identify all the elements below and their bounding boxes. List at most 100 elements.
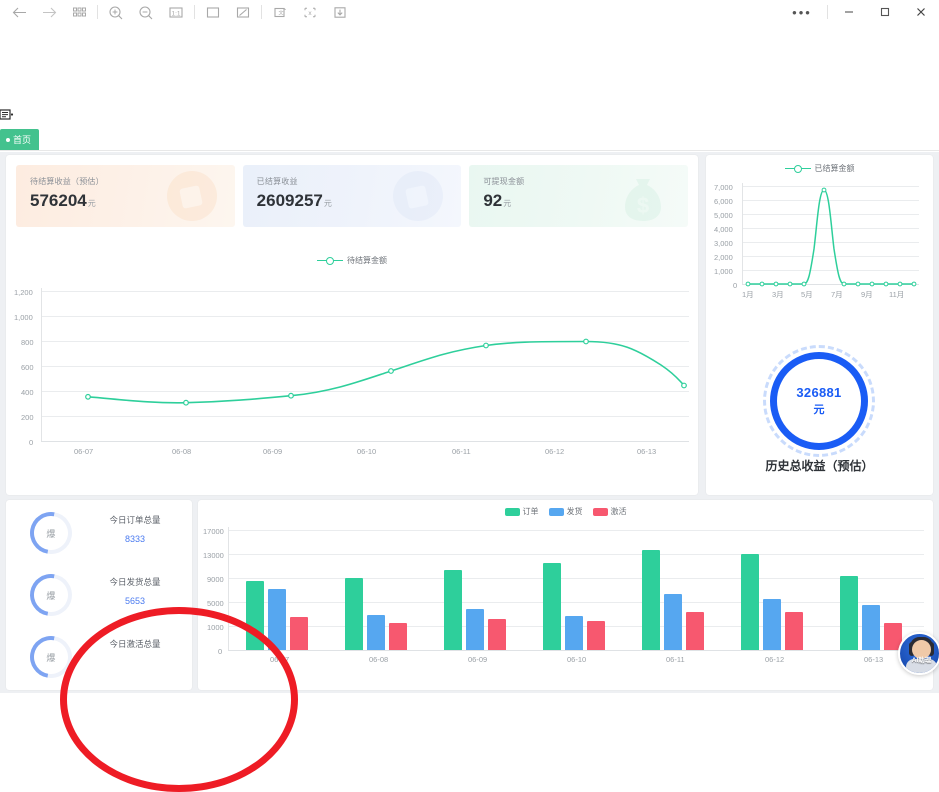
bar-activations[interactable]: [488, 618, 506, 650]
bar-activations[interactable]: [686, 611, 704, 650]
bar-shipments[interactable]: [763, 599, 781, 650]
progress-ring-shipments: 爆: [21, 565, 81, 625]
download-icon[interactable]: [325, 1, 355, 23]
bar-shipments[interactable]: [664, 594, 682, 650]
gridline: [228, 554, 924, 555]
toolbar-divider: [97, 5, 98, 19]
y-tick: 5,000: [714, 211, 733, 220]
forward-arrow-icon[interactable]: [34, 1, 64, 23]
window-icon[interactable]: [198, 1, 228, 23]
avatar-body: [906, 659, 937, 673]
gridline: [228, 602, 924, 603]
ai-assistant-label: AI助理: [911, 657, 932, 664]
y-tick: 600: [21, 363, 34, 372]
line-chart-legend[interactable]: 待结算金额: [6, 255, 698, 266]
bar-orders[interactable]: [345, 577, 363, 650]
kpi-unit: 元: [323, 199, 332, 208]
toolbar-divider-2: [194, 5, 195, 19]
bar-activations[interactable]: [290, 617, 308, 650]
legend-line-marker-icon: [317, 256, 343, 265]
kpi-value: 576204: [30, 191, 87, 210]
tab-active-dot: [6, 137, 10, 142]
bar-activations[interactable]: [389, 622, 407, 650]
stat-row-activations[interactable]: 爆 今日激活总量: [6, 627, 192, 687]
zoom-in-icon[interactable]: [101, 1, 131, 23]
sidebar-collapse-icon[interactable]: [0, 108, 14, 120]
y-tick: 2,000: [714, 253, 733, 262]
ring-label: 爆: [46, 528, 56, 539]
axis-y-line: [228, 527, 229, 650]
y-tick: 1000: [207, 623, 224, 632]
bar-plot-area: [228, 527, 924, 650]
kpi-card-settled-earnings[interactable]: 已结算收益 2609257元: [242, 165, 462, 227]
gridline: [41, 341, 689, 342]
y-tick: 0: [218, 647, 223, 656]
axis-y-line: [41, 288, 42, 441]
bar-orders[interactable]: [246, 580, 264, 650]
daily-orders-bar-panel: 订单 发货 激活 17000 13000 9000 5000 1000 0: [198, 500, 933, 690]
gridline: [742, 242, 919, 243]
actual-size-icon[interactable]: 1:1: [161, 1, 191, 23]
kpi-card-withdrawable[interactable]: 可提现金额 92元 $: [469, 165, 689, 227]
bar-chart-legend[interactable]: 订单 发货 激活: [198, 506, 933, 517]
copy-region-icon[interactable]: 文: [265, 1, 295, 23]
bar-orders[interactable]: [444, 570, 462, 650]
bar-orders[interactable]: [741, 553, 759, 650]
bar-activations[interactable]: [884, 623, 902, 650]
kpi-label: 待结算收益（预估）: [30, 177, 104, 186]
kpi-card-row: 待结算收益（预估） 576204元 已结算收益 2609257元: [16, 165, 689, 227]
bar-shipments[interactable]: [565, 616, 583, 650]
legend-item-orders[interactable]: 订单: [504, 506, 539, 517]
bar-orders[interactable]: [840, 576, 858, 650]
ring-label: 爆: [46, 590, 56, 601]
maximize-button[interactable]: [867, 0, 903, 24]
avatar-hair-right: [928, 642, 934, 656]
gauge-solid-ring: [770, 352, 868, 450]
minimize-button[interactable]: [831, 0, 867, 24]
y-tick: 3,000: [714, 239, 733, 248]
bar-activations[interactable]: [785, 612, 803, 650]
x-tick: 3月: [772, 290, 784, 299]
svg-text:x: x: [308, 10, 312, 17]
bar-shipments[interactable]: [862, 605, 880, 650]
y-tick: 0: [29, 438, 34, 447]
legend-item-shipments[interactable]: 发货: [548, 506, 583, 517]
tab-home[interactable]: 首页: [0, 129, 40, 150]
stat-value: 8333: [124, 534, 146, 544]
titlebar-toolbar: 1:1 文 x: [0, 0, 355, 24]
legend-chip-orders: [504, 507, 520, 516]
x-tick: 06-09: [468, 655, 488, 664]
settled-chart-legend[interactable]: 已结算金额: [706, 163, 933, 174]
stat-label: 今日激活总量: [109, 639, 161, 649]
bar-shipments[interactable]: [268, 589, 286, 650]
zoom-out-icon[interactable]: [131, 1, 161, 23]
bar-orders[interactable]: [543, 563, 561, 650]
dashboard-content: 待结算收益（预估） 576204元 已结算收益 2609257元: [0, 152, 939, 792]
edit-icon[interactable]: [228, 1, 258, 23]
bar-shipments[interactable]: [466, 608, 484, 650]
back-arrow-icon[interactable]: [4, 1, 34, 23]
legend-item-activations[interactable]: 激活: [592, 506, 627, 517]
close-button[interactable]: [903, 0, 939, 24]
legend-label-pending: 待结算金额: [347, 256, 387, 265]
bar-orders[interactable]: [642, 550, 660, 650]
more-options-button[interactable]: •••: [792, 4, 812, 20]
y-tick: 5000: [207, 599, 224, 608]
legend-line-marker-icon: [784, 164, 811, 173]
grid-apps-icon[interactable]: [64, 1, 94, 23]
kpi-card-pending-earnings[interactable]: 待结算收益（预估） 576204元: [16, 165, 235, 227]
ai-assistant-button[interactable]: AI助理: [898, 632, 939, 675]
x-tick: 7月: [831, 290, 843, 299]
stat-row-orders[interactable]: 爆 今日订单总量 8333: [6, 503, 192, 563]
gridline: [228, 530, 924, 531]
bar-activations[interactable]: [587, 621, 605, 650]
x-tick: 06-11: [452, 447, 471, 456]
daily-stats-panel: 爆 今日订单总量 8333 爆 今日发货总量 5653 爆: [6, 500, 192, 690]
bar-shipments[interactable]: [367, 614, 385, 650]
stat-row-shipments[interactable]: 爆 今日发货总量 5653: [6, 565, 192, 625]
tab-home-label: 首页: [13, 135, 32, 145]
extract-text-icon[interactable]: x: [295, 1, 325, 23]
wallet-decoration-icon: [391, 169, 445, 227]
gauge-value: 326881: [796, 385, 842, 400]
gridline: [742, 270, 919, 271]
